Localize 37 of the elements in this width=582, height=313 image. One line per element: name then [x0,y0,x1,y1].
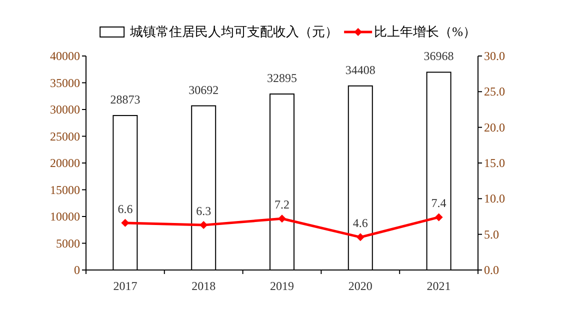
y2-tick-label: 5.0 [484,227,499,242]
point [356,233,364,242]
x-tick-label: 2019 [270,279,294,293]
y-tick-label: 35000 [50,76,80,90]
y-tick-label: 20000 [50,156,80,170]
data-label: 32895 [267,71,297,86]
y2-tick-label: 25.0 [484,84,505,99]
data-label: 7.2 [274,198,290,212]
x-tick-label: 2021 [426,279,451,293]
point [278,214,286,223]
y-tick-label: 10000 [50,210,80,224]
data-label: 7.4 [431,196,446,210]
point [121,218,130,227]
data-label: 28873 [110,92,140,107]
data-label: 34408 [345,62,376,77]
data-label: 36968 [424,49,454,64]
y-tick-label: 5000 [56,236,80,250]
legend-label: 比上年增长（%） [374,24,476,39]
y2-tick-label: 10.0 [484,192,505,206]
data-label: 6.3 [196,204,212,218]
y-tick-label: 15000 [50,182,80,197]
data-label: 30692 [188,82,219,97]
data-label: 4.6 [352,216,368,230]
legend-label: 城镇常住居民人均可支配收入（元） [129,24,338,39]
x-tick-label: 2018 [192,279,216,293]
y-tick-label: 30000 [50,102,80,116]
x-tick-label: 2017 [113,279,138,293]
y-tick-label: 25000 [50,129,80,144]
y2-tick-label: 0.0 [484,263,499,277]
y2-tick-label: 15.0 [484,156,505,170]
y2-tick-label: 30.0 [484,49,505,63]
y-tick-label: 0 [74,263,80,277]
point [434,213,443,222]
y2-tick-label: 20.0 [484,120,505,134]
y-tick-label: 40000 [50,49,80,63]
data-label: 6.6 [118,202,133,216]
x-tick-label: 2020 [348,279,372,293]
